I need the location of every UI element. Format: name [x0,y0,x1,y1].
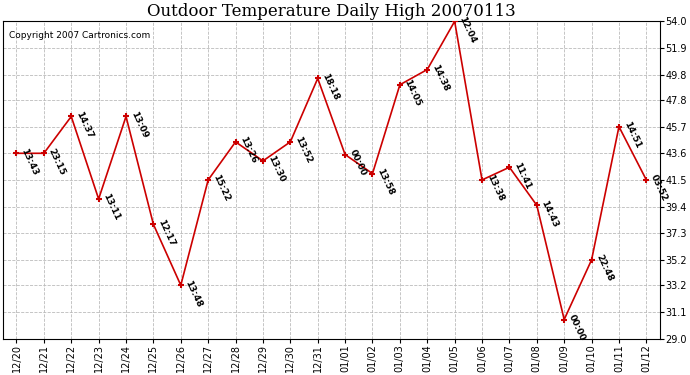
Text: 14:05: 14:05 [403,78,423,108]
Text: 00:00: 00:00 [567,313,587,342]
Text: 14:51: 14:51 [622,120,642,150]
Text: 13:43: 13:43 [19,147,39,177]
Text: 18:18: 18:18 [320,72,341,102]
Title: Outdoor Temperature Daily High 20070113: Outdoor Temperature Daily High 20070113 [147,3,516,20]
Text: 13:52: 13:52 [293,135,313,165]
Text: 00:00: 00:00 [348,148,368,177]
Text: 14:37: 14:37 [74,110,95,140]
Text: 22:48: 22:48 [594,253,615,283]
Text: 13:30: 13:30 [266,154,286,184]
Text: 11:41: 11:41 [512,160,533,190]
Text: 12:17: 12:17 [156,218,177,248]
Text: 14:38: 14:38 [430,63,451,93]
Text: 13:26: 13:26 [238,135,259,165]
Text: 14:43: 14:43 [540,199,560,229]
Text: 13:58: 13:58 [375,167,395,197]
Text: 13:09: 13:09 [129,110,149,140]
Text: 03:52: 03:52 [649,173,669,203]
Text: 12:04: 12:04 [457,15,477,45]
Text: 13:11: 13:11 [101,192,121,222]
Text: 13:48: 13:48 [184,279,204,309]
Text: 23:15: 23:15 [47,147,67,177]
Text: 15:22: 15:22 [211,173,231,203]
Text: Copyright 2007 Cartronics.com: Copyright 2007 Cartronics.com [10,31,150,40]
Text: 13:38: 13:38 [485,173,505,203]
